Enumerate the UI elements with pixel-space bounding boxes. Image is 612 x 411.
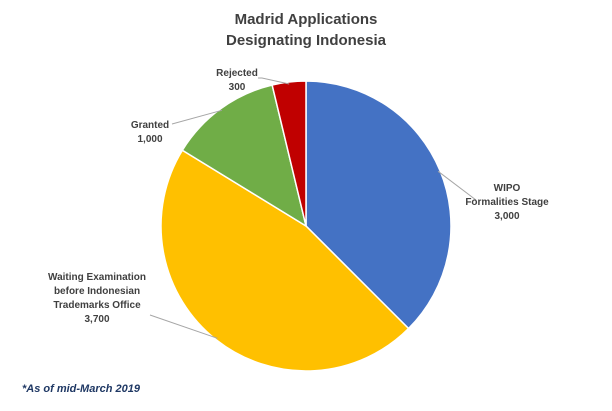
slice-label-wipo-line-2: Formalities Stage bbox=[465, 197, 549, 208]
pie-slice-granted bbox=[181, 84, 308, 228]
slice-value-granted: 1,000 bbox=[137, 134, 162, 145]
pie-slice-waiting bbox=[160, 149, 410, 372]
slice-value-wipo: 3,000 bbox=[494, 211, 519, 222]
slice-value-rejected: 300 bbox=[229, 82, 246, 93]
slice-label-granted: Granted 1,000 bbox=[131, 120, 169, 145]
slice-label-waiting-line-3: Trademarks Office bbox=[53, 300, 141, 311]
slice-label-rejected: Rejected 300 bbox=[216, 68, 258, 93]
slice-label-waiting: Waiting Examination before Indonesian Tr… bbox=[48, 272, 146, 325]
slice-label-rejected-line-1: Rejected bbox=[216, 68, 258, 79]
leader-lines bbox=[149, 77, 477, 339]
slice-value-waiting: 3,700 bbox=[84, 314, 109, 325]
chart-title-line-2: Designating Indonesia bbox=[226, 32, 387, 49]
leader-line-wipo bbox=[437, 170, 477, 201]
pie-slice-wipo bbox=[305, 80, 452, 330]
slice-label-wipo-line-1: WIPO bbox=[494, 183, 521, 194]
pie-slices bbox=[160, 80, 452, 372]
footnote: *As of mid-March 2019 bbox=[22, 383, 141, 395]
slice-label-granted-line-1: Granted bbox=[131, 120, 169, 131]
chart-title-line-1: Madrid Applications bbox=[235, 11, 378, 28]
slice-label-waiting-line-1: Waiting Examination bbox=[48, 272, 146, 283]
pie-slice-rejected bbox=[271, 80, 307, 227]
leader-line-waiting bbox=[149, 314, 218, 339]
leader-line-rejected bbox=[258, 77, 290, 85]
leader-line-granted bbox=[171, 109, 223, 125]
slice-label-waiting-line-2: before Indonesian bbox=[54, 286, 140, 297]
slice-label-wipo: WIPO Formalities Stage 3,000 bbox=[465, 183, 549, 222]
